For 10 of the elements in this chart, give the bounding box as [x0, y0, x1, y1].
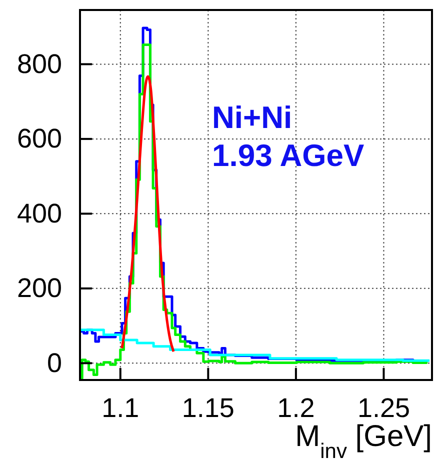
annotation: 1.93 AGeV: [212, 138, 365, 173]
line-series: [120, 75, 175, 353]
y-tick-label: 800: [16, 48, 62, 79]
y-tick-label: 600: [16, 124, 62, 154]
annotation: Ni+Ni: [212, 100, 292, 135]
x-tick-label: 1.15: [182, 393, 234, 424]
y-tick-label: 400: [16, 198, 62, 228]
x-tick-label: 1.1: [102, 393, 140, 424]
y-tick-label: 0: [46, 348, 62, 378]
y-tick-label: 200: [16, 273, 62, 304]
